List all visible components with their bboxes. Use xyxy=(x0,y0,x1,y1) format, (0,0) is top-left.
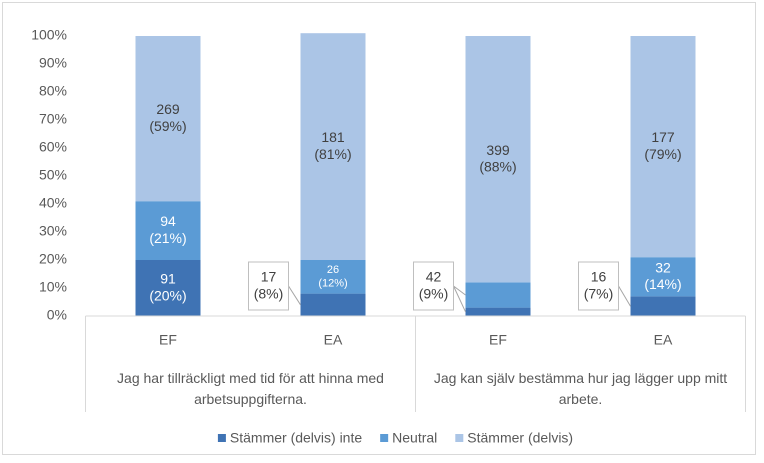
bar-segment xyxy=(630,296,696,316)
x-tick-label: EF xyxy=(159,332,177,348)
x-tick-label: EA xyxy=(654,332,673,348)
bar-segment xyxy=(465,307,531,316)
data-label: 399 (88%) xyxy=(479,142,516,175)
data-label: 16 (7%) xyxy=(584,268,614,301)
data-label: 26 (12%) xyxy=(318,264,347,289)
legend-label: Stämmer (delvis) inte xyxy=(230,430,362,446)
bar-segment xyxy=(300,293,366,316)
y-tick-label: 100% xyxy=(31,27,67,43)
data-label: 91 (20%) xyxy=(149,270,186,303)
y-tick-label: 90% xyxy=(39,55,67,71)
legend-label: Stämmer (delvis) xyxy=(467,430,573,446)
x-tick-label: EF xyxy=(489,332,507,348)
y-tick-label: 60% xyxy=(39,139,67,155)
x-tick-label: EA xyxy=(324,332,343,348)
group-label: Jag kan själv bestämma hur jag lägger up… xyxy=(433,370,728,407)
bar-segment xyxy=(465,282,531,308)
legend-swatch xyxy=(217,434,226,442)
y-tick-label: 70% xyxy=(39,111,67,127)
data-label: 177 (79%) xyxy=(644,129,681,162)
y-tick-label: 10% xyxy=(39,279,67,295)
y-tick-label: 40% xyxy=(39,195,67,211)
data-label: 94 (21%) xyxy=(149,213,186,246)
data-label: 181 (81%) xyxy=(314,129,351,162)
bar-segment xyxy=(630,257,696,297)
bar-segment xyxy=(300,260,366,294)
leader-line xyxy=(288,285,301,306)
data-label: 17 (8%) xyxy=(254,268,284,301)
y-tick-label: 0% xyxy=(47,307,67,323)
bar-segment xyxy=(135,36,201,202)
label-box xyxy=(248,261,289,311)
bar-segment xyxy=(630,36,696,258)
y-tick-label: 50% xyxy=(39,167,67,183)
data-label: 42 (9%) xyxy=(419,268,449,301)
label-box xyxy=(578,261,619,311)
bar-segment xyxy=(135,260,201,316)
leader-line xyxy=(453,285,466,313)
label-box xyxy=(413,261,454,311)
data-label: 269 (59%) xyxy=(149,101,186,134)
legend-item: Stämmer (delvis) xyxy=(455,430,573,446)
legend-item: Neutral xyxy=(380,430,437,446)
bar-segment xyxy=(300,33,366,261)
chart-border xyxy=(2,2,756,455)
leader-line xyxy=(453,285,466,296)
bar-segment xyxy=(465,36,531,283)
data-label: 32 (14%) xyxy=(644,259,681,292)
y-tick-label: 30% xyxy=(39,223,67,239)
legend-item: Stämmer (delvis) inte xyxy=(217,430,362,446)
y-tick-label: 20% xyxy=(39,251,67,267)
legend-label: Neutral xyxy=(392,430,437,446)
y-tick-label: 80% xyxy=(39,83,67,99)
legend-swatch xyxy=(455,434,464,442)
leader-line xyxy=(618,285,631,307)
bar-segment xyxy=(135,201,201,260)
group-label: Jag har tillräckligt med tid för att hin… xyxy=(117,370,384,407)
legend-swatch xyxy=(380,434,389,442)
